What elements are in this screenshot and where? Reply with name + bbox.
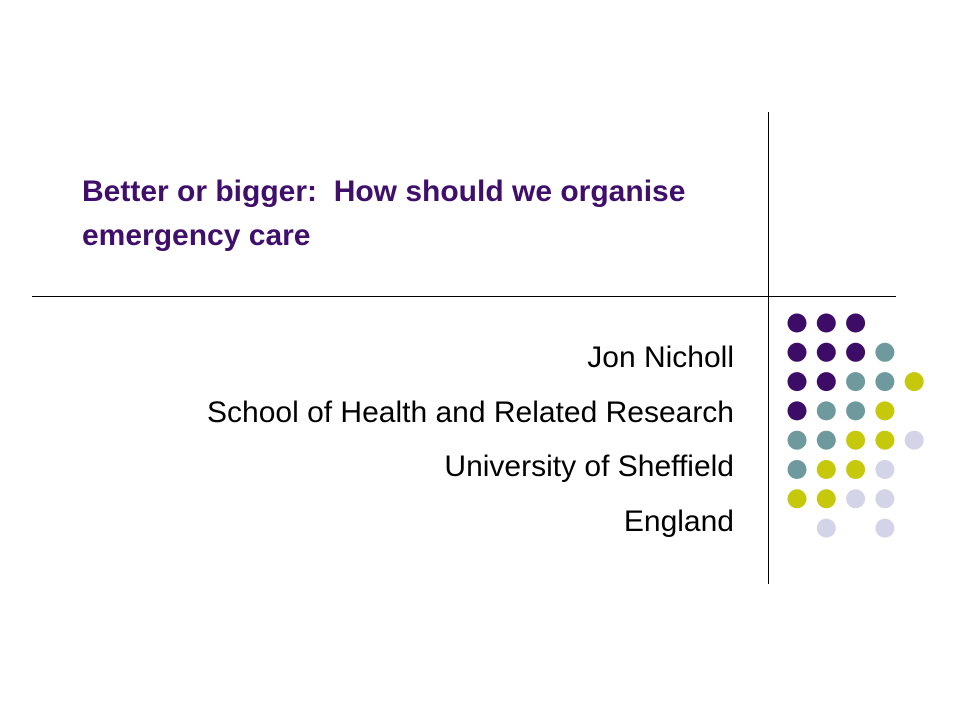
decor-dot — [875, 372, 895, 392]
decor-dot — [816, 430, 836, 450]
decor-dot — [904, 372, 924, 392]
decor-dot — [816, 313, 836, 333]
country-name: England — [623, 504, 734, 538]
decor-dot — [846, 313, 866, 333]
decor-dot — [816, 518, 836, 538]
department-name: School of Health and Related Research — [207, 395, 734, 429]
author-name: Jon Nicholl — [587, 341, 734, 374]
subtitle-block: Jon Nicholl School of Health and Related… — [207, 331, 734, 549]
decor-dot — [846, 401, 866, 421]
decor-dot — [846, 342, 866, 362]
decor-dot — [875, 489, 895, 509]
decor-dot — [787, 372, 807, 392]
decor-dot — [816, 342, 836, 362]
decor-dot — [816, 401, 836, 421]
decor-dot — [875, 430, 895, 450]
decor-dot — [875, 460, 895, 479]
decor-dot — [846, 430, 866, 450]
horizontal-divider — [32, 296, 896, 297]
decor-dot — [787, 313, 807, 333]
decor-dot — [846, 489, 866, 509]
decor-dot — [787, 401, 807, 421]
slide-title: Better or bigger: How should we organise… — [82, 175, 694, 252]
decor-dot — [787, 342, 807, 362]
decor-dot — [787, 489, 807, 509]
decor-dot — [816, 372, 836, 392]
vertical-divider — [768, 112, 769, 584]
decor-dot — [875, 518, 895, 538]
university-name: University of Sheffield — [444, 450, 734, 483]
decor-dot — [816, 460, 836, 479]
decor-dot — [846, 372, 866, 392]
decor-dot — [875, 342, 895, 362]
decor-dot — [787, 460, 807, 479]
decor-dot — [787, 430, 807, 450]
decor-dot — [904, 430, 924, 450]
decor-dot — [816, 489, 836, 509]
decor-dot — [875, 401, 895, 421]
decor-dot — [846, 460, 866, 479]
